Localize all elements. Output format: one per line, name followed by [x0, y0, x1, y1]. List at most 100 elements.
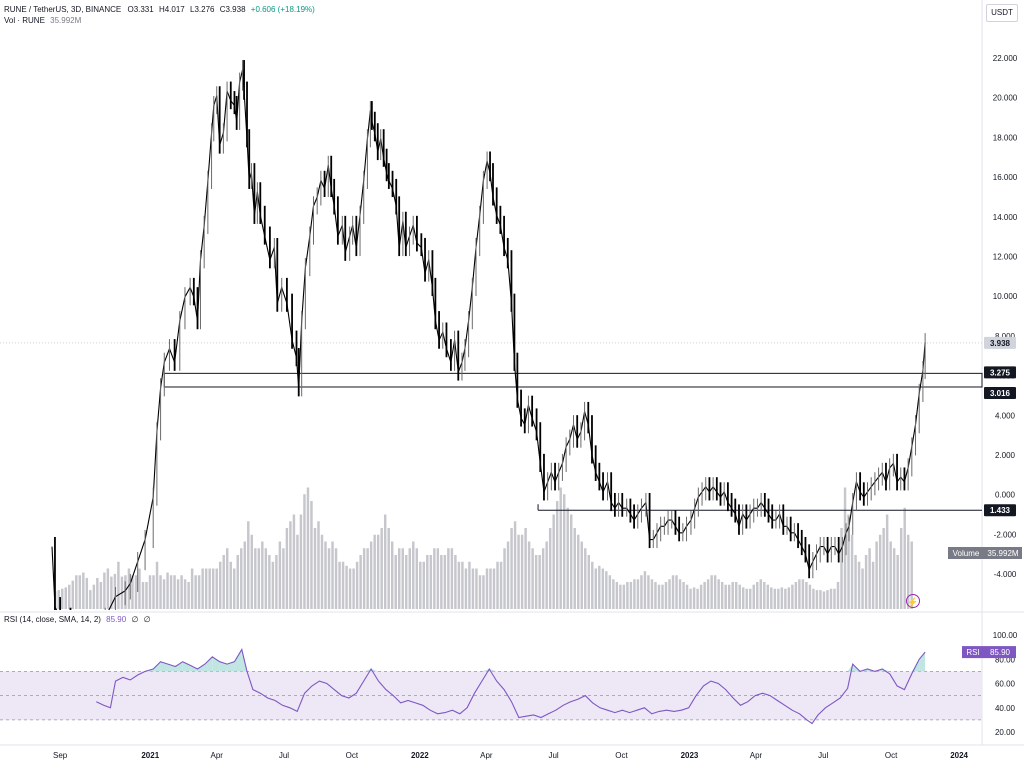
- volume-bar: [829, 588, 833, 609]
- volume-bar: [643, 571, 647, 609]
- volume-bar: [770, 587, 773, 609]
- volume-bar: [359, 555, 362, 609]
- volume-bar: [208, 568, 211, 609]
- volume-bar: [706, 579, 710, 609]
- volume-bar: [138, 568, 141, 609]
- volume-bar: [657, 584, 661, 609]
- volume-bar: [415, 548, 419, 609]
- volume-bar: [485, 568, 489, 609]
- volume-bar: [615, 582, 619, 609]
- volume-bar: [598, 565, 601, 609]
- time-tick-label: Jul: [818, 751, 828, 760]
- flash-icon[interactable]: ⚡: [906, 594, 920, 608]
- price-tick-label: 10.000: [993, 292, 1018, 301]
- volume-bar: [850, 534, 854, 609]
- volume-bar: [910, 541, 913, 609]
- volume-bar: [710, 575, 713, 609]
- volume-bar: [306, 487, 310, 609]
- volume-bar: [815, 590, 819, 609]
- volume-bar: [176, 579, 180, 609]
- resistance-tag-upper-box: [984, 366, 1016, 379]
- price-tick-label: 18.000: [993, 133, 1018, 142]
- price-tick-label: 12.000: [993, 253, 1018, 262]
- volume-bar: [538, 555, 541, 609]
- volume-bar: [633, 579, 636, 609]
- volume-tag-label-box: [948, 547, 984, 559]
- volume-bar: [612, 579, 615, 609]
- volume-bar: [717, 579, 720, 609]
- symbol-title[interactable]: RUNE / TetherUS, 3D, BINANCE: [4, 5, 122, 14]
- time-tick-label: 2021: [141, 751, 159, 760]
- currency-unit-button[interactable]: USDT: [986, 4, 1018, 22]
- volume-bar: [605, 571, 608, 609]
- volume-bar: [668, 579, 671, 609]
- volume-bar: [131, 575, 134, 609]
- volume-bar: [787, 587, 791, 609]
- volume-label[interactable]: Vol · RUNE: [4, 16, 45, 25]
- volume-bar: [499, 561, 503, 609]
- volume-bar: [580, 541, 583, 609]
- volume-bar: [292, 514, 296, 609]
- volume-bar: [383, 514, 387, 609]
- rsi-tag: RSI 85.90: [962, 646, 1016, 659]
- volume-bar: [173, 575, 176, 609]
- rsi-label[interactable]: RSI (14, close, SMA, 14, 2): [4, 615, 101, 624]
- resistance-zone-box: [163, 372, 983, 388]
- volume-bar: [678, 579, 682, 609]
- volume-bar: [68, 584, 71, 609]
- volume-bar: [587, 555, 591, 609]
- volume-bar: [405, 555, 408, 609]
- rsi-overbought-fill: [160, 661, 168, 672]
- volume-bar: [492, 568, 496, 609]
- support-tag-box: [984, 504, 1016, 517]
- volume-bar: [745, 588, 748, 609]
- volume-bar: [794, 582, 798, 609]
- high-value: 4.017: [164, 5, 185, 14]
- time-tick-label: Sep: [53, 751, 68, 760]
- volume-bar: [647, 575, 650, 609]
- volume-bar: [861, 568, 864, 609]
- volume-bar: [218, 561, 222, 609]
- volume-bar: [889, 541, 892, 609]
- volume-bar: [369, 541, 373, 609]
- volume-bar: [117, 561, 120, 609]
- rsi-overbought-fill: [481, 668, 490, 672]
- rsi-extra-2: ∅: [143, 615, 151, 624]
- volume-bar: [261, 541, 264, 609]
- volume-bar: [906, 534, 910, 609]
- resistance-tag-lower-text: 3.016: [990, 389, 1011, 398]
- volume-bar: [250, 534, 254, 609]
- volume-bar: [71, 580, 75, 609]
- volume-bar: [352, 568, 355, 609]
- rsi-overbought-fill: [219, 661, 228, 672]
- volume-bar: [555, 501, 559, 609]
- volume-bar: [468, 561, 471, 609]
- price-line: [51, 69, 926, 610]
- volume-bar: [169, 575, 173, 609]
- volume-bar: [650, 579, 654, 609]
- volume-bar: [222, 555, 225, 609]
- volume-bar: [584, 548, 587, 609]
- volume-bar: [278, 541, 282, 609]
- volume-bar: [106, 568, 110, 609]
- volume-bar: [443, 555, 447, 609]
- current-price-tag-text: 3.938: [990, 339, 1011, 348]
- volume-bar: [685, 584, 689, 609]
- rsi-extra-1: ∅: [131, 615, 139, 624]
- rsi-header-value: 85.90: [106, 615, 127, 624]
- time-tick-label: 2022: [411, 751, 429, 760]
- rsi-line: [96, 648, 926, 725]
- volume-bar: [390, 541, 394, 609]
- high-label: H: [158, 5, 165, 14]
- volume-bar: [75, 575, 78, 609]
- volume-tag-value-box: [984, 547, 1022, 559]
- volume-bar: [159, 575, 162, 609]
- volume-bar: [742, 587, 745, 609]
- volume-bar: [327, 548, 331, 609]
- volume-bar: [503, 548, 506, 609]
- volume-bar: [271, 561, 275, 609]
- volume-bar: [376, 534, 380, 609]
- volume-bar: [675, 575, 678, 609]
- volume-bar: [671, 575, 675, 609]
